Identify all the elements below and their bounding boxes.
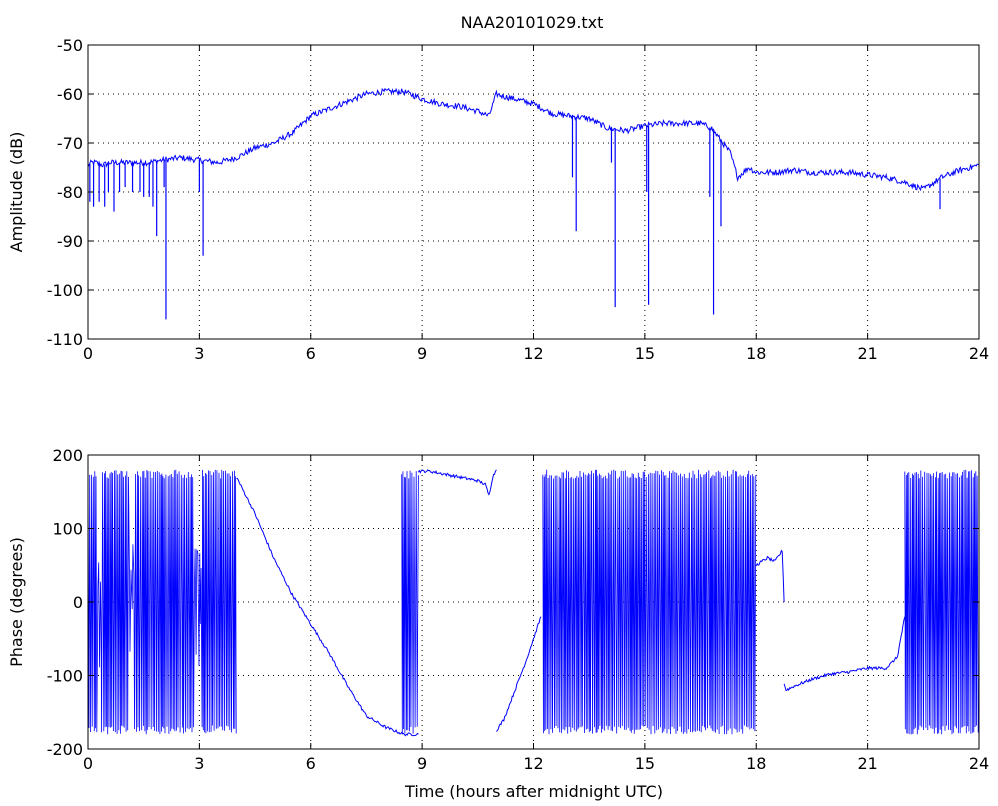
amplitude-panel: 0 3 6 9 12 15 18 21 24 -110 -100 -90 -80 -70 -60 -50 Am… xyxy=(7,36,989,363)
x-tick-label: 3 xyxy=(194,344,204,363)
amplitude-ticks: 0 3 6 9 12 15 18 21 24 -110 -100 -90 -80 -70 -60 -50 xyxy=(47,36,989,363)
phase-panel: 0 3 6 9 12 15 18 21 24 -200 -100 0 100 200 Phase (deg… xyxy=(7,446,989,773)
series-group xyxy=(88,469,979,737)
x-tick-label: 15 xyxy=(635,344,655,363)
x-tick-label: 15 xyxy=(635,754,655,773)
x-tick-label: 9 xyxy=(417,754,427,773)
phase-wrap-trace xyxy=(542,469,757,735)
series-line xyxy=(417,469,497,496)
y-tick-label: -100 xyxy=(47,667,83,686)
x-tick-label: 6 xyxy=(306,754,316,773)
series-line xyxy=(783,616,906,691)
x-tick-label: 24 xyxy=(969,754,989,773)
phase-wrap-trace xyxy=(904,469,979,735)
phase-y-axis-label: Phase (degrees) xyxy=(7,537,26,667)
amplitude-grid xyxy=(88,45,979,339)
x-tick-label: 21 xyxy=(857,754,877,773)
x-tick-label: 9 xyxy=(417,344,427,363)
y-tick-label: -80 xyxy=(57,183,83,202)
series-line xyxy=(236,477,419,737)
y-tick-label: -60 xyxy=(57,85,83,104)
x-tick-label: 6 xyxy=(306,344,316,363)
amplitude-plot-area xyxy=(88,87,979,320)
series-line xyxy=(755,549,785,603)
x-tick-label: 0 xyxy=(83,754,93,773)
y-tick-label: -200 xyxy=(47,740,83,759)
phase-ticks: 0 3 6 9 12 15 18 21 24 -200 -100 0 100 200 xyxy=(47,446,989,773)
series-line xyxy=(88,87,979,192)
phase-wrap-trace xyxy=(88,469,237,735)
y-tick-label: 100 xyxy=(52,520,83,539)
y-tick-label: -90 xyxy=(57,232,83,251)
figure-title: NAA20101029.txt xyxy=(461,13,604,32)
phase-plot-area xyxy=(88,469,979,737)
y-tick-label: -100 xyxy=(47,281,83,300)
y-tick-label: -50 xyxy=(57,36,83,55)
x-tick-label: 3 xyxy=(194,754,204,773)
x-tick-label: 24 xyxy=(969,344,989,363)
x-tick-label: 12 xyxy=(523,344,543,363)
x-tick-label: 21 xyxy=(857,344,877,363)
x-tick-label: 18 xyxy=(746,344,766,363)
y-tick-label: -110 xyxy=(47,330,83,349)
x-tick-label: 18 xyxy=(746,754,766,773)
amplitude-y-axis-label: Amplitude (dB) xyxy=(7,132,26,253)
y-tick-label: 0 xyxy=(73,593,83,612)
x-axis-label: Time (hours after midnight UTC) xyxy=(404,782,663,801)
phase-wrap-trace xyxy=(401,470,419,734)
series-line xyxy=(496,616,542,732)
x-tick-label: 0 xyxy=(83,344,93,363)
x-tick-label: 12 xyxy=(523,754,543,773)
series-group xyxy=(88,87,979,320)
y-tick-label: 200 xyxy=(52,446,83,465)
y-tick-label: -70 xyxy=(57,134,83,153)
